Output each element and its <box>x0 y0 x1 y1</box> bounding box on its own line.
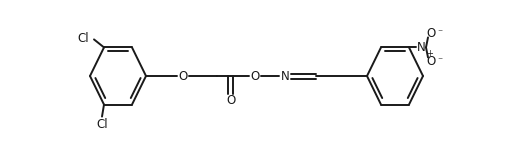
Text: N: N <box>417 41 426 54</box>
Text: +: + <box>426 49 433 58</box>
Text: Cl: Cl <box>77 32 89 45</box>
Text: O: O <box>427 27 436 40</box>
Text: N: N <box>280 69 290 83</box>
Text: O: O <box>227 93 236 107</box>
Text: ⁻: ⁻ <box>437 56 442 66</box>
Text: ⁻: ⁻ <box>437 28 442 38</box>
Text: O: O <box>427 55 436 68</box>
Text: Cl: Cl <box>96 118 108 131</box>
Text: O: O <box>178 69 188 83</box>
Text: O: O <box>250 69 260 83</box>
